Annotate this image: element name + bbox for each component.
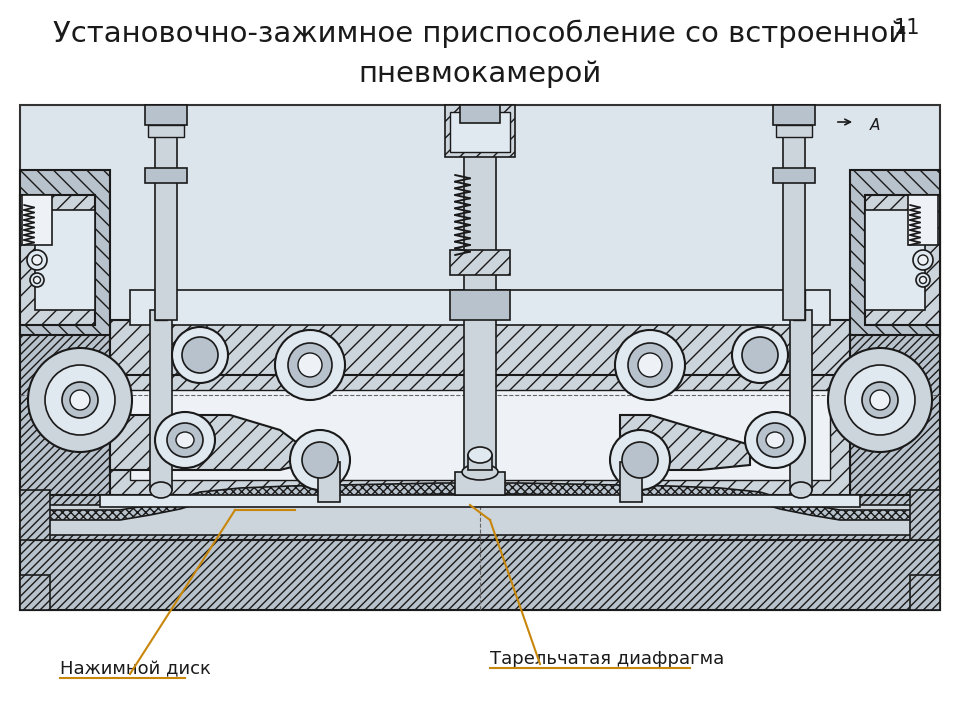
Text: 11: 11 — [894, 18, 920, 38]
Bar — [20, 105, 940, 610]
Bar — [445, 105, 515, 157]
Bar — [464, 105, 496, 475]
Bar — [20, 490, 50, 540]
Bar — [776, 125, 812, 137]
Ellipse shape — [275, 330, 345, 400]
Ellipse shape — [27, 250, 47, 270]
Bar — [773, 168, 815, 183]
Polygon shape — [110, 415, 300, 470]
Ellipse shape — [155, 412, 215, 468]
Bar — [455, 472, 505, 495]
Bar — [30, 490, 930, 540]
Bar — [22, 195, 52, 245]
Bar — [850, 330, 940, 495]
Bar — [865, 210, 925, 310]
Bar — [20, 195, 95, 325]
Bar — [20, 330, 110, 495]
Bar — [150, 310, 172, 490]
Bar — [620, 462, 642, 502]
Ellipse shape — [172, 327, 228, 383]
Text: Нажимной диск: Нажимной диск — [60, 660, 211, 678]
Ellipse shape — [766, 432, 784, 448]
Bar — [130, 390, 830, 480]
Ellipse shape — [28, 348, 132, 452]
Ellipse shape — [30, 273, 44, 287]
Bar — [318, 462, 340, 502]
Ellipse shape — [288, 343, 332, 387]
Bar — [100, 495, 860, 507]
Bar — [35, 210, 95, 310]
Ellipse shape — [32, 255, 42, 265]
Ellipse shape — [45, 365, 115, 435]
Text: Установочно-зажимное приспособление со встроенной: Установочно-зажимное приспособление со в… — [53, 20, 907, 48]
Bar — [910, 575, 940, 610]
Ellipse shape — [862, 382, 898, 418]
Ellipse shape — [742, 337, 778, 373]
Bar — [783, 105, 805, 320]
Bar — [450, 250, 510, 275]
Bar — [908, 195, 938, 245]
Text: Тарельчатая диафрагма: Тарельчатая диафрагма — [490, 650, 724, 668]
Ellipse shape — [828, 348, 932, 452]
Bar — [145, 168, 187, 183]
Ellipse shape — [468, 447, 492, 463]
Ellipse shape — [182, 337, 218, 373]
Ellipse shape — [918, 255, 928, 265]
Ellipse shape — [920, 276, 926, 284]
Ellipse shape — [462, 464, 498, 480]
Ellipse shape — [615, 330, 685, 400]
Polygon shape — [620, 415, 750, 470]
Bar — [155, 105, 177, 320]
Ellipse shape — [290, 430, 350, 490]
Text: А: А — [870, 118, 880, 133]
Bar — [130, 290, 830, 325]
Bar — [20, 170, 110, 335]
Bar — [793, 290, 805, 320]
Bar — [450, 290, 510, 320]
Bar — [20, 575, 50, 610]
Ellipse shape — [167, 423, 203, 457]
Bar — [910, 490, 940, 540]
Ellipse shape — [62, 382, 98, 418]
Bar — [155, 290, 167, 320]
Ellipse shape — [916, 273, 930, 287]
Ellipse shape — [622, 442, 658, 478]
Ellipse shape — [628, 343, 672, 387]
Bar — [110, 370, 850, 495]
Bar — [145, 105, 187, 125]
Ellipse shape — [845, 365, 915, 435]
Ellipse shape — [176, 432, 194, 448]
Bar — [790, 310, 812, 490]
Bar — [40, 505, 920, 535]
Ellipse shape — [790, 482, 812, 498]
Bar — [110, 320, 850, 375]
Ellipse shape — [870, 390, 890, 410]
Ellipse shape — [34, 276, 40, 284]
Bar — [450, 112, 510, 152]
Ellipse shape — [757, 423, 793, 457]
Bar — [773, 105, 815, 125]
Bar — [460, 105, 500, 123]
Ellipse shape — [610, 430, 670, 490]
Ellipse shape — [745, 412, 805, 468]
Ellipse shape — [70, 390, 90, 410]
Bar — [850, 170, 940, 335]
Ellipse shape — [638, 353, 662, 377]
Ellipse shape — [298, 353, 322, 377]
Text: пневмокамерой: пневмокамерой — [358, 60, 602, 88]
Ellipse shape — [913, 250, 933, 270]
Bar — [20, 530, 940, 610]
Ellipse shape — [302, 442, 338, 478]
Bar — [148, 125, 184, 137]
Bar — [468, 455, 492, 470]
Ellipse shape — [732, 327, 788, 383]
Ellipse shape — [150, 482, 172, 498]
Polygon shape — [40, 483, 920, 520]
Bar — [865, 195, 940, 325]
